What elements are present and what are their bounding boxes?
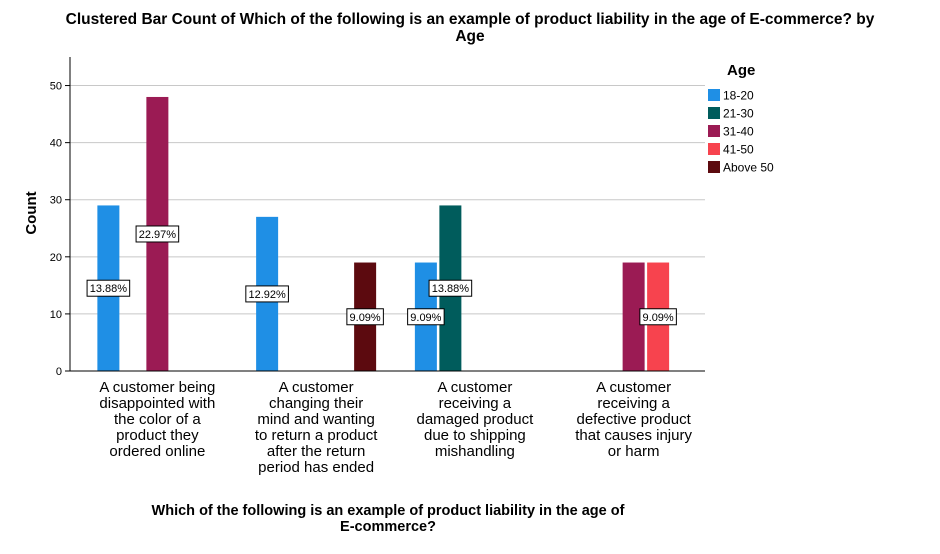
x-tick-label: the color of a bbox=[114, 411, 201, 428]
legend-swatch bbox=[708, 143, 720, 155]
bars bbox=[97, 96, 670, 372]
bar-31-40 bbox=[622, 262, 645, 371]
y-axis-title: Count bbox=[23, 191, 40, 234]
legend-label: 31-40 bbox=[723, 125, 754, 139]
x-axis-title-line: E-commerce? bbox=[340, 519, 436, 535]
x-tick-label: after the return bbox=[267, 443, 365, 460]
y-tick-label: 0 bbox=[56, 366, 62, 378]
x-tick-label: receiving a bbox=[597, 395, 670, 412]
x-tick-label: changing their bbox=[269, 395, 363, 412]
data-label-box bbox=[639, 308, 677, 326]
x-tick-label: to return a product bbox=[255, 427, 378, 444]
gridlines bbox=[70, 85, 705, 315]
data-label: 9.09% bbox=[643, 312, 674, 324]
x-tick-label: product they bbox=[116, 427, 199, 444]
data-label: 12.92% bbox=[248, 289, 286, 301]
data-label-box bbox=[135, 225, 180, 243]
y-tick-label: 50 bbox=[50, 81, 62, 93]
x-tick-label: A customer bbox=[596, 379, 671, 396]
legend-swatch bbox=[708, 89, 720, 101]
data-label: 13.88% bbox=[90, 283, 128, 295]
y-tick-label: 20 bbox=[50, 252, 62, 264]
x-tick-label: period has ended bbox=[258, 459, 374, 476]
chart-title-line: Clustered Bar Count of Which of the foll… bbox=[66, 11, 875, 28]
x-tick-label: A customer being bbox=[99, 379, 215, 396]
data-label: 9.09% bbox=[410, 312, 441, 324]
legend-label: 21-30 bbox=[723, 107, 754, 121]
x-axis-title-line: Which of the following is an example of … bbox=[152, 503, 625, 519]
x-tick-label: disappointed with bbox=[99, 395, 215, 412]
legend-label: 41-50 bbox=[723, 143, 754, 157]
data-label-box bbox=[86, 279, 131, 297]
data-labels: 13.88% 22.97% 12.92% 9.09% 9.09% 13.88% 9.09% bbox=[86, 225, 677, 326]
chart-title-line: Age bbox=[455, 28, 485, 45]
chart-title: Clustered Bar Count of Which of the foll… bbox=[66, 11, 875, 45]
x-tick-label: A customer bbox=[437, 379, 512, 396]
legend-label: Above 50 bbox=[723, 161, 774, 175]
legend-swatch bbox=[708, 125, 720, 137]
legend: Age 18-20 21-30 31-40 41-50 Above 50 bbox=[708, 62, 774, 175]
x-tick-label: mind and wanting bbox=[257, 411, 375, 428]
y-tick-label: 40 bbox=[50, 138, 62, 150]
data-label: 13.88% bbox=[432, 283, 470, 295]
data-label-box bbox=[346, 308, 384, 326]
x-tick-label: A customer bbox=[279, 379, 354, 396]
legend-label: 18-20 bbox=[723, 89, 754, 103]
y-tick-label: 30 bbox=[50, 195, 62, 207]
legend-swatch bbox=[708, 161, 720, 173]
x-tick-label: receiving a bbox=[439, 395, 512, 412]
x-tick-label: ordered online bbox=[109, 443, 205, 460]
x-tick-label: or harm bbox=[608, 443, 660, 460]
data-label: 22.97% bbox=[139, 229, 177, 241]
x-axis-title: Which of the following is an example of … bbox=[152, 503, 625, 535]
legend-swatch bbox=[708, 107, 720, 119]
x-tick-label: mishandling bbox=[435, 443, 515, 460]
data-label: 9.09% bbox=[350, 312, 381, 324]
x-tick-label: defective product bbox=[577, 411, 692, 428]
data-label-box bbox=[428, 279, 473, 297]
y-axis: 0 10 20 30 40 50 bbox=[50, 57, 71, 378]
y-tick-label: 10 bbox=[50, 309, 62, 321]
x-tick-label: due to shipping bbox=[424, 427, 526, 444]
x-tick-label: damaged product bbox=[417, 411, 535, 428]
data-label-box bbox=[407, 308, 445, 326]
data-label-box bbox=[245, 285, 289, 303]
legend-title: Age bbox=[727, 62, 755, 79]
x-tick-label: that causes injury bbox=[575, 427, 692, 444]
